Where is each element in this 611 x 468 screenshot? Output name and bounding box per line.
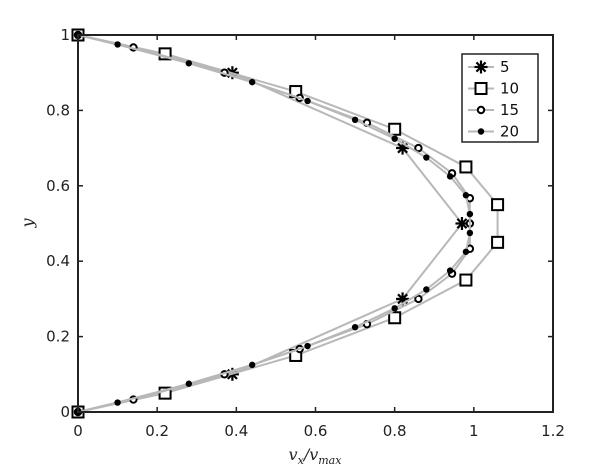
dot-marker [423, 154, 430, 161]
dot-marker [466, 229, 474, 237]
legend-item-5: 5 [468, 58, 510, 76]
square-marker [459, 273, 473, 287]
dot-marker [391, 305, 398, 312]
legend-label: 15 [500, 101, 519, 119]
legend-label: 20 [500, 123, 519, 141]
circle-marker [414, 294, 423, 304]
ticks-layer: 0 0.2 0.4 0.6 0.8 1 1.2 0 0.2 0.4 0.6 0.8 1 [46, 26, 565, 440]
y-axis-label: y [18, 218, 37, 229]
x-axis-label-sub-max: max [318, 454, 342, 467]
series-line-20 [77, 34, 471, 413]
x-axis-label-v: v [289, 445, 298, 464]
square-marker [491, 198, 505, 212]
dot-marker [351, 323, 359, 331]
asterisk-marker [474, 60, 488, 74]
dot-marker [462, 248, 470, 255]
circle-marker [476, 105, 486, 115]
dot-marker [185, 60, 193, 67]
x-tick-label: 0.4 [224, 422, 248, 440]
y-tick-label: 0.4 [46, 252, 70, 270]
asterisk-stroke [475, 61, 487, 73]
x-tick-label: 0.6 [304, 422, 328, 440]
series-10 [71, 28, 505, 419]
asterisk-stroke [397, 293, 408, 305]
square-marker [388, 311, 402, 325]
x-axis-label-sub-x: x [298, 454, 305, 467]
x-axis-label: vx/vmax [289, 445, 343, 467]
dot-marker [462, 192, 470, 199]
dot-marker [391, 135, 398, 142]
dot-marker [423, 286, 430, 293]
x-tick-label: 0.8 [383, 422, 407, 440]
x-tick-label: 1 [469, 422, 479, 440]
series-line-10 [77, 34, 499, 413]
legend-label: 10 [500, 80, 519, 98]
y-tick-label: 1 [60, 26, 70, 44]
legend-label: 5 [500, 58, 510, 76]
square-marker [459, 160, 473, 174]
dot-marker [446, 267, 454, 274]
dot-marker [466, 210, 474, 218]
series-layer [71, 28, 505, 419]
dot-marker [248, 78, 256, 86]
dot-marker [477, 128, 485, 135]
square-marker [491, 235, 505, 249]
square-marker [474, 82, 488, 95]
y-tick-label: 0.6 [46, 177, 70, 195]
y-tick-label: 0 [60, 403, 70, 421]
x-axis-label-slash: /v [302, 445, 318, 464]
legend-item-15: 15 [468, 101, 519, 119]
series-20 [74, 31, 474, 416]
x-tick-label: 0 [73, 422, 83, 440]
x-tick-label: 1.2 [541, 422, 565, 440]
dot-marker [248, 361, 256, 369]
dot-marker [114, 399, 121, 406]
y-tick-label: 0.8 [46, 101, 70, 119]
legend-item-10: 10 [468, 80, 519, 98]
dot-marker [446, 173, 454, 180]
legend-box [461, 53, 539, 143]
dot-marker [185, 380, 193, 387]
dot-marker [114, 41, 121, 48]
square-marker [388, 122, 402, 136]
asterisk-stroke [456, 218, 468, 229]
dot-marker [304, 97, 311, 105]
y-tick-label: 0.2 [46, 328, 70, 346]
dot-marker [351, 116, 359, 124]
dot-marker [304, 342, 311, 350]
legend: 5 10 15 20 [461, 53, 539, 143]
legend-item-20: 20 [468, 123, 519, 141]
circle-marker [414, 143, 423, 153]
x-tick-label: 0.2 [145, 422, 169, 440]
